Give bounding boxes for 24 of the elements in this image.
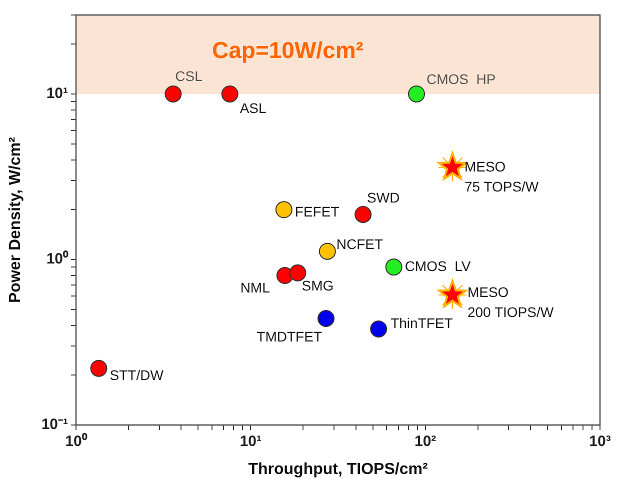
annotation: STT/DW	[110, 367, 164, 384]
y-tick-label: 10¹	[46, 85, 68, 102]
annotation: SWD	[367, 189, 400, 206]
annotation: MESO 75 TOPS/W	[464, 158, 540, 194]
annotation: NML	[240, 279, 270, 296]
band-label: Cap=10W/cm²	[212, 36, 364, 63]
y-tick-label: 10⁻¹	[41, 416, 68, 434]
annotation: NCFET	[336, 236, 384, 252]
annotation: CMOS LV	[404, 258, 472, 274]
x-tick-label: 10²	[414, 433, 436, 450]
x-tick-label: 10¹	[240, 433, 262, 450]
annotation: ASL	[240, 100, 267, 116]
annotation: ThinTFET	[390, 314, 454, 331]
annotation: CSL	[175, 68, 203, 84]
x-tick-label: 10⁰	[65, 432, 88, 450]
annotation: MESO 200 TIOPS/W	[467, 284, 554, 320]
y-tick-label: 10⁰	[46, 250, 69, 268]
annotation: FEFET	[294, 204, 340, 220]
x-tick-label: 10³	[589, 433, 611, 450]
x-axis-title: Throughput, TIOPS/cm²	[248, 460, 428, 478]
annotation: SMG	[302, 278, 334, 294]
annotation: CMOS HP	[426, 70, 496, 87]
annotation: TMDTFET	[256, 328, 322, 344]
y-axis-title: Power Density, W/cm²	[7, 137, 24, 303]
